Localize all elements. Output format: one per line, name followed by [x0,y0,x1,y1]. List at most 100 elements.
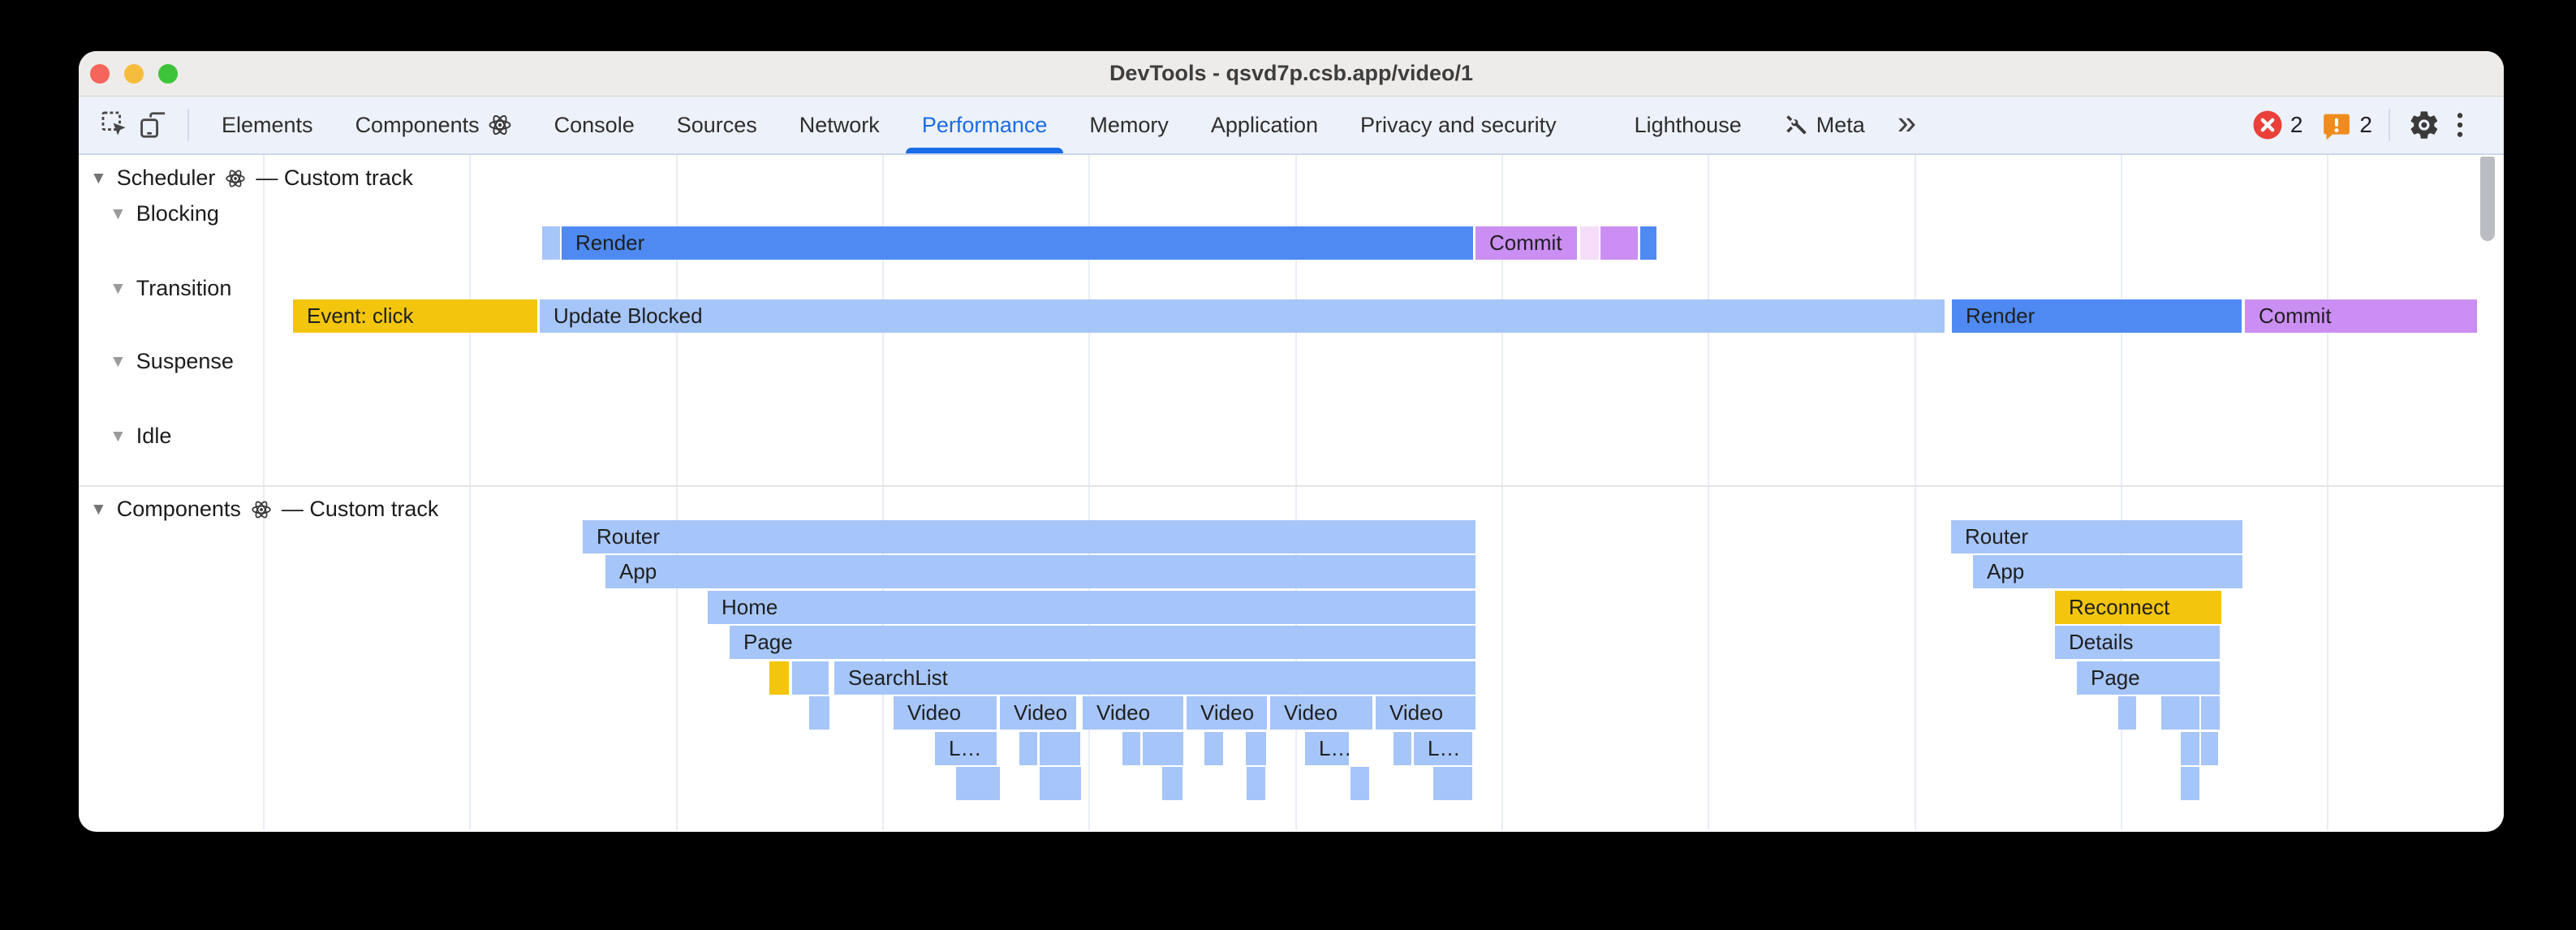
flame-bar[interactable] [2181,732,2199,765]
tab-lighthouse[interactable]: Lighthouse [1613,97,1763,153]
collapse-triangle-icon[interactable]: ▼ [110,278,127,298]
track-header-scheduler[interactable]: ▼ Scheduler — Custom track [90,166,413,191]
flame-bar[interactable] [2201,696,2220,730]
flame-bar[interactable] [2161,696,2199,730]
flame-bar-video[interactable]: Video [1083,696,1183,730]
flame-bar[interactable] [1247,767,1265,800]
flame-bar-commit[interactable]: Commit [1475,226,1577,260]
flame-bar[interactable] [1580,226,1599,260]
tab-label: Sources [676,112,757,137]
window-title: DevTools - qsvd7p.csb.app/video/1 [1109,61,1474,85]
flame-bar-video[interactable]: Video [1270,696,1372,730]
flame-bar-label: Details [2069,630,2134,654]
flame-bar[interactable] [1162,767,1182,800]
tab-label: Network [799,112,880,137]
react-atom-icon [251,499,272,520]
flame-bar-label: Video [1014,700,1068,725]
flame-bar-page[interactable]: Page [730,626,1475,659]
flame-bar[interactable] [1019,732,1037,765]
more-tabs-button[interactable]: » [1897,103,1917,141]
lane-name: Transition [136,276,232,300]
flame-bar-details[interactable]: Details [2055,626,2220,659]
gridline [1501,155,1503,830]
collapse-triangle-icon[interactable]: ▼ [90,499,107,519]
device-toolbar-icon[interactable] [140,109,172,141]
flame-bar-app[interactable]: App [1973,555,2242,588]
collapse-triangle-icon[interactable]: ▼ [90,168,107,187]
collapse-triangle-icon[interactable]: ▼ [110,426,127,446]
flame-bar[interactable] [1040,767,1081,800]
errors-badge[interactable]: 2 [2251,109,2302,141]
flame-bar-render[interactable]: Render [562,226,1473,260]
tab-application[interactable]: Application [1190,97,1339,153]
tab-meta[interactable]: Meta [1763,97,1886,153]
flame-bar-label: Video [1200,700,1255,725]
kebab-menu-button[interactable] [2442,107,2478,143]
flame-bar-l-[interactable]: L… [1305,732,1349,765]
warnings-badge[interactable]: 2 [2320,109,2372,141]
flame-bar[interactable] [1040,732,1080,765]
gridline [469,155,471,830]
flame-bar-label: L… [1319,736,1349,760]
flame-bar-label: Video [1096,700,1151,725]
flame-bar-router[interactable]: Router [1951,520,2242,553]
flame-bar-video[interactable]: Video [1376,696,1475,730]
flame-bar-update-blocked[interactable]: Update Blocked [540,299,1945,333]
flame-bar[interactable] [1350,767,1369,800]
track-header-components[interactable]: ▼ Components — Custom track [90,497,438,522]
flame-bar[interactable] [1204,732,1223,765]
tab-privacy-and-security[interactable]: Privacy and security [1339,97,1578,153]
tab-console[interactable]: Console [533,97,656,153]
lane-label-blocking: ▼ Blocking [110,201,219,226]
flame-bar[interactable] [1246,732,1266,765]
warning-icon [2324,114,2350,140]
flame-bar-render[interactable]: Render [1952,299,2242,333]
flame-bar[interactable] [1600,226,1638,260]
flame-bar[interactable] [956,767,1000,800]
minimize-window-button[interactable] [124,64,144,84]
flame-bar-app[interactable]: App [605,555,1475,588]
tab-memory[interactable]: Memory [1068,97,1190,153]
flame-bar-page[interactable]: Page [2077,661,2220,695]
warnings-count: 2 [2359,112,2372,137]
flame-bar-event-click[interactable]: Event: click [293,299,537,333]
flame-bar-commit[interactable]: Commit [2245,299,2477,333]
tab-performance[interactable]: Performance [901,97,1069,153]
flame-bar[interactable] [769,661,789,695]
flame-bar-l-[interactable]: L… [1414,732,1472,765]
tab-components[interactable]: Components [334,97,533,153]
flame-bar-label: Video [907,700,962,725]
flame-bar-reconnect[interactable]: Reconnect [2055,591,2221,624]
tab-network[interactable]: Network [778,97,901,153]
collapse-triangle-icon[interactable]: ▼ [110,351,127,371]
tab-elements[interactable]: Elements [200,97,334,153]
flame-bar[interactable] [2181,767,2199,800]
flame-bar[interactable] [542,226,560,260]
flame-bar[interactable] [809,696,829,730]
maximize-window-button[interactable] [158,64,178,84]
flame-bar-label: Home [722,595,778,619]
inspect-icon[interactable] [99,109,131,141]
flame-bar[interactable] [2118,696,2136,730]
flame-bar[interactable] [792,661,829,695]
flame-bar-router[interactable]: Router [583,520,1475,553]
flame-bar[interactable] [1640,226,1656,260]
flame-bar[interactable] [1433,767,1472,800]
flame-bar-video[interactable]: Video [894,696,997,730]
settings-button[interactable] [2406,107,2442,143]
tab-sources[interactable]: Sources [656,97,778,153]
flame-bar[interactable] [1143,732,1183,765]
collapse-triangle-icon[interactable]: ▼ [110,204,127,223]
flame-bar-home[interactable]: Home [708,591,1475,624]
flame-bar-video[interactable]: Video [1187,696,1267,730]
flame-bar[interactable] [1394,732,1411,765]
vertical-scrollbar-thumb[interactable] [2480,157,2495,241]
flame-bar[interactable] [2201,732,2218,765]
close-window-button[interactable] [90,64,110,84]
flame-bar[interactable] [1122,732,1140,765]
flame-bar-searchlist[interactable]: SearchList [834,661,1475,695]
flame-bar-video[interactable]: Video [1000,696,1076,730]
react-atom-icon [488,113,512,137]
flame-bar-l-[interactable]: L… [935,732,997,765]
